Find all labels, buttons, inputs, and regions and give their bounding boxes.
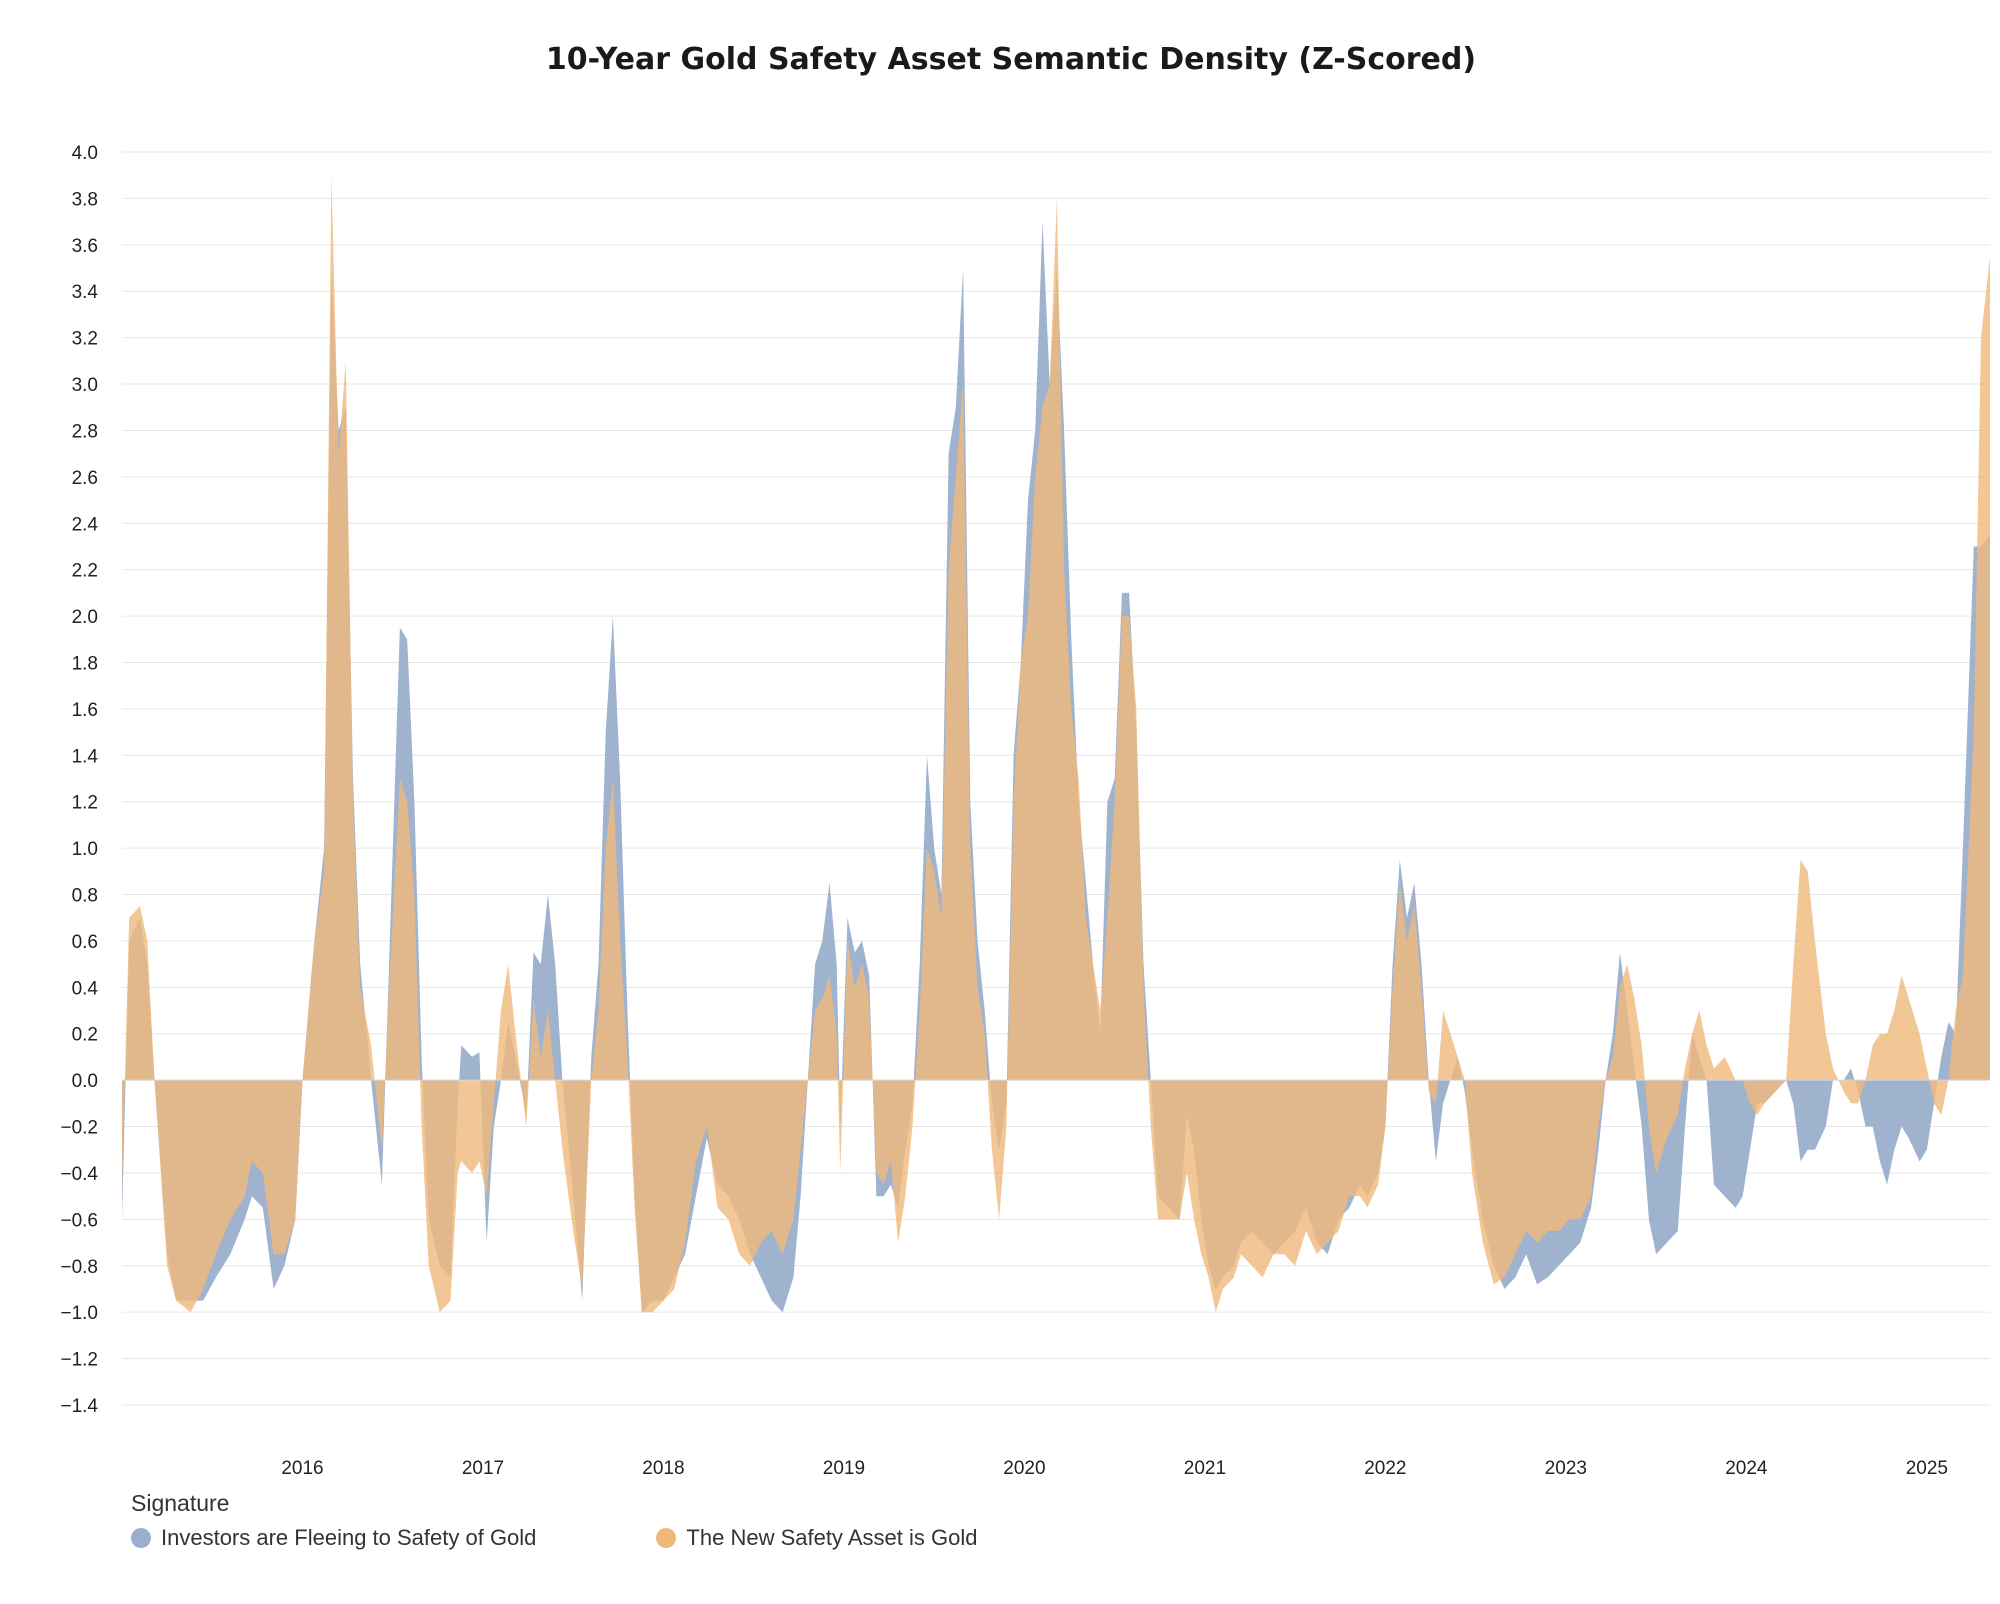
y-tick-label: 2.4 (72, 514, 99, 535)
chart-title: 10-Year Gold Safety Asset Semantic Densi… (545, 42, 1477, 77)
x-tick-label: 2022 (1364, 1458, 1406, 1479)
x-tick-label: 2019 (823, 1458, 865, 1479)
y-tick-label: 0.6 (72, 932, 98, 953)
y-tick-label: 3.2 (72, 329, 98, 350)
area-series-new-safety (122, 175, 1990, 1313)
y-tick-label: −0.6 (60, 1210, 98, 1231)
y-tick-label: 2.6 (72, 468, 98, 489)
y-tick-label: 0.8 (72, 886, 98, 907)
x-tick-label: 2018 (642, 1458, 684, 1479)
y-tick-label: 1.8 (72, 653, 98, 674)
y-tick-label: 2.0 (72, 607, 98, 628)
legend-item-new-safety[interactable]: The New Safety Asset is Gold (656, 1525, 977, 1551)
y-tick-label: −0.2 (60, 1118, 98, 1139)
y-tick-label: 1.0 (72, 839, 98, 860)
y-tick-label: 4.0 (72, 143, 98, 164)
legend: Signature Investors are Fleeing to Safet… (131, 1490, 1097, 1551)
legend-swatch-fleeing (131, 1528, 151, 1548)
x-tick-label: 2020 (1003, 1458, 1045, 1479)
y-tick-label: 1.6 (72, 700, 98, 721)
legend-swatch-new-safety (656, 1528, 677, 1548)
y-tick-label: 2.2 (72, 561, 98, 582)
y-tick-label: 0.2 (72, 1025, 98, 1046)
y-tick-label: 3.8 (72, 189, 98, 210)
y-tick-label: 3.4 (72, 282, 99, 303)
y-tick-label: 1.4 (72, 746, 99, 767)
x-tick-label: 2017 (462, 1458, 504, 1479)
y-tick-label: −1.2 (60, 1350, 98, 1371)
legend-item-fleeing[interactable]: Investors are Fleeing to Safety of Gold (131, 1525, 536, 1551)
y-tick-label: −1.0 (60, 1303, 98, 1324)
y-tick-label: 2.8 (72, 421, 98, 442)
x-tick-label: 2021 (1184, 1458, 1226, 1479)
legend-label-fleeing: Investors are Fleeing to Safety of Gold (161, 1525, 537, 1550)
x-tick-label: 2024 (1725, 1458, 1768, 1479)
y-tick-label: −0.4 (60, 1164, 98, 1185)
x-tick-label: 2023 (1545, 1458, 1587, 1479)
y-tick-label: 3.0 (72, 375, 98, 396)
y-tick-label: −0.8 (60, 1257, 98, 1278)
y-tick-label: −1.4 (60, 1396, 98, 1417)
y-tick-label: 3.6 (72, 236, 98, 257)
x-tick-label: 2025 (1906, 1458, 1948, 1479)
x-tick-label: 2016 (281, 1458, 323, 1479)
y-tick-label: 1.2 (72, 793, 98, 814)
y-tick-label: 0.0 (72, 1071, 98, 1092)
legend-title: Signature (131, 1490, 230, 1516)
legend-label-new-safety: The New Safety Asset is Gold (686, 1525, 978, 1550)
y-tick-label: 0.4 (72, 978, 99, 999)
